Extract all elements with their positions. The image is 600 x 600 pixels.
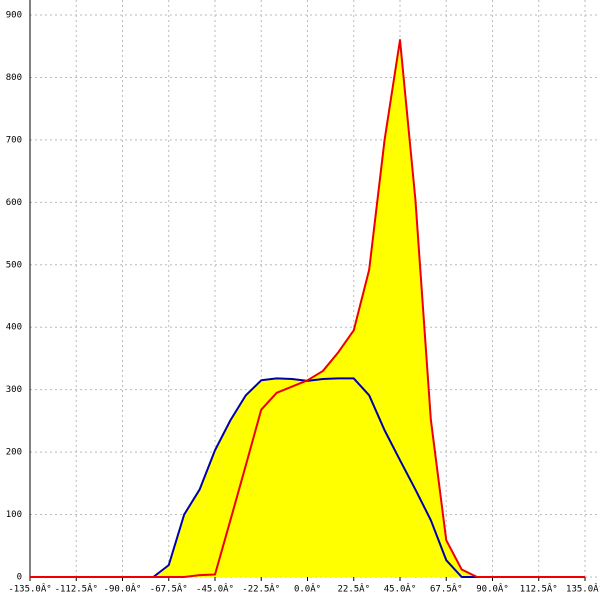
x-tick-label: 0.0Â°	[294, 583, 321, 595]
y-tick-label: 600	[6, 198, 22, 208]
y-tick-label: 700	[6, 135, 22, 145]
x-tick-label: -67.5Â°	[150, 583, 188, 595]
y-tick-label: 200	[6, 448, 22, 458]
y-tick-label: 400	[6, 323, 22, 333]
y-tick-label: 0	[17, 573, 22, 583]
series-line	[30, 377, 585, 578]
x-tick-label: -90.0Â°	[104, 583, 142, 595]
x-tick-label: 22.5Â°	[337, 583, 370, 595]
y-tick-label: 800	[6, 73, 22, 83]
area-fill	[30, 39, 585, 577]
y-tick-label: 300	[6, 385, 22, 395]
x-tick-label: -112.5Â°	[55, 583, 98, 595]
y-tick-label: 900	[6, 11, 22, 21]
y-tick-label: 100	[6, 510, 22, 520]
x-tick-label: -45.0Â°	[196, 583, 234, 595]
series-line	[30, 38, 585, 578]
x-tick-label: 90.0Â°	[476, 583, 509, 595]
x-tick-label: 135.0Â°	[566, 583, 600, 595]
x-tick-label: 112.5Â°	[520, 583, 558, 595]
y-tick-label: 500	[6, 260, 22, 270]
x-tick-label: -22.5Â°	[242, 583, 280, 595]
x-tick-label: -135.0Â°	[8, 583, 51, 595]
x-tick-label: 45.0Â°	[384, 583, 417, 595]
x-tick-label: 67.5Â°	[430, 583, 463, 595]
